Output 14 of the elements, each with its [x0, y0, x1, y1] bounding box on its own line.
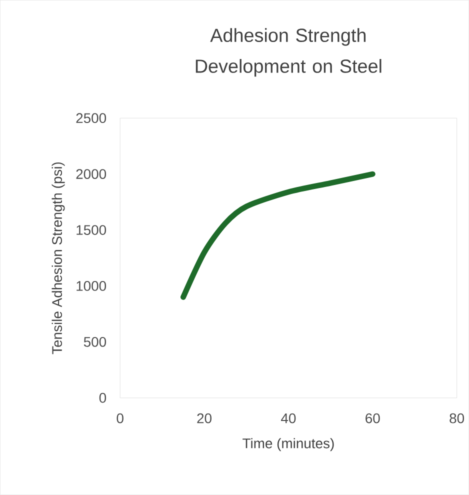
- x-tick-label: 60: [366, 413, 380, 424]
- x-tick-label: 0: [116, 413, 124, 424]
- y-axis-title: Tensile Adhesion Strength (psi): [52, 162, 65, 354]
- y-tick-label: 1000: [76, 281, 106, 291]
- y-tick-label: 0: [99, 392, 106, 403]
- y-tick-label: 500: [84, 336, 106, 347]
- y-tick-label: 2500: [76, 113, 106, 124]
- x-axis-title: Time (minutes): [242, 438, 334, 452]
- x-tick-label: 20: [197, 413, 212, 424]
- y-tick-label: 2000: [76, 169, 106, 179]
- x-tick-label: 40: [281, 413, 296, 424]
- y-tick-label: 1500: [76, 225, 106, 235]
- x-tick-label: 80: [450, 413, 464, 424]
- chart-title: Adhesion Strength Development on Steel: [196, 28, 382, 77]
